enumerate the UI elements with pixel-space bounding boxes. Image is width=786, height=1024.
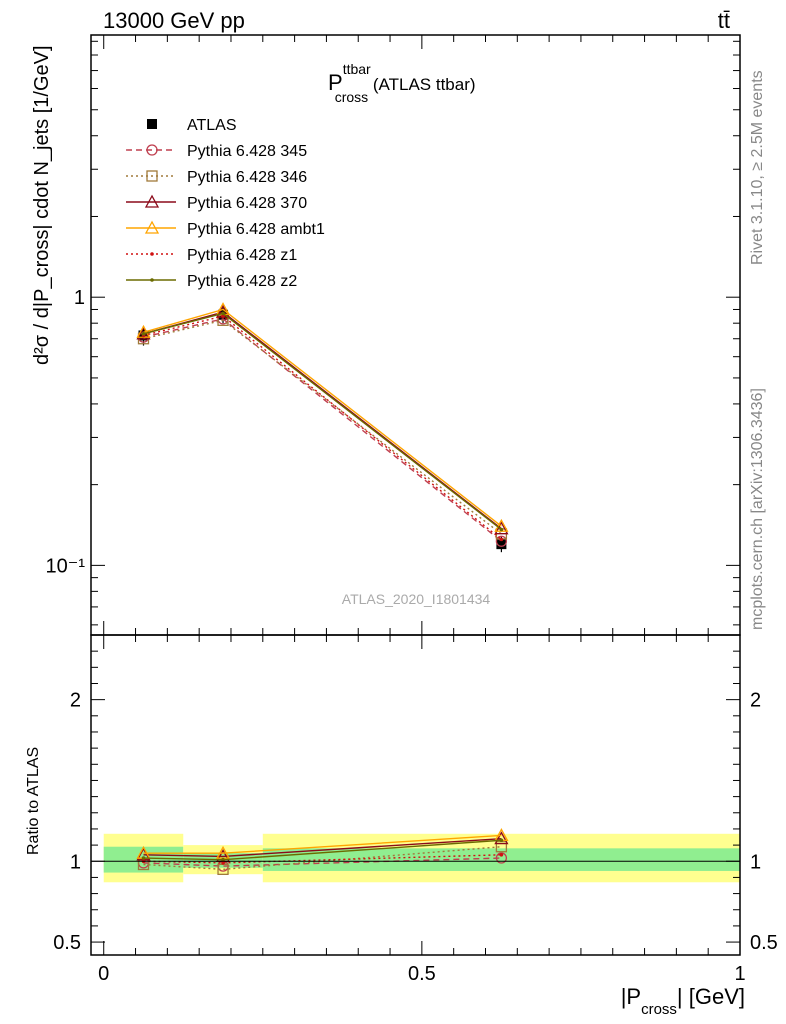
main-series-group xyxy=(136,302,509,553)
main-y-axis-label: d²σ / d|P_cross| cdot N_jets [1/GeV] xyxy=(31,45,53,365)
series-point-5 xyxy=(221,314,225,318)
y-tick-label: 10⁻¹ xyxy=(46,555,86,577)
mcplots-label: mcplots.cern.ch [arXiv:1306.3436] xyxy=(749,388,766,630)
legend-marker-0 xyxy=(147,119,157,129)
legend: ATLAS Pythia 6.428 345 Pythia 6.428 346 Pyt… xyxy=(126,117,325,290)
ratio-uncertainty-bands xyxy=(103,833,740,883)
header-left: 13000 GeV pp xyxy=(103,8,245,33)
ratio-point-5 xyxy=(499,838,504,843)
plot-title: Pttbar cross (ATLAS ttbar) xyxy=(328,61,476,105)
x-tick-label: 0.5 xyxy=(408,963,436,985)
legend-label-2: Pythia 6.428 346 xyxy=(187,169,307,186)
series-line-3 xyxy=(143,311,502,530)
ratio-panel: 0.5 1 2 0.5 1 2 0 0.5 1 Ratio to ATLAS |… xyxy=(25,634,778,1018)
series-line-5 xyxy=(143,315,502,540)
series-point-4 xyxy=(136,324,151,338)
ratio-band-green xyxy=(262,848,740,871)
series-point-1 xyxy=(495,535,508,547)
ratio-point-5 xyxy=(221,857,225,862)
series-point-5 xyxy=(499,537,504,542)
series-point-6 xyxy=(221,311,225,316)
ratio-y-tick-label: 1 xyxy=(70,851,81,873)
series-line-2 xyxy=(143,319,502,535)
legend-label-3: Pythia 6.428 370 xyxy=(187,195,307,212)
ratio-y-tick-label: 0.5 xyxy=(53,932,81,954)
legend-label-6: Pythia 6.428 z2 xyxy=(187,273,297,290)
legend-marker-6 xyxy=(150,278,154,282)
ratio-y-axis-label: Ratio to ATLAS xyxy=(25,747,42,855)
main-axis-ticks xyxy=(91,35,741,635)
ratio-y-tick-label-right: 2 xyxy=(750,690,761,712)
legend-marker-4 xyxy=(144,220,160,234)
rivet-label: Rivet 3.1.10, ≥ 2.5M events xyxy=(749,70,766,265)
y-tick-label: 1 xyxy=(74,287,85,309)
x-axis-label: |Pcross| [GeV] xyxy=(621,984,745,1018)
series-point-0 xyxy=(496,539,507,550)
series-line-1 xyxy=(143,318,502,542)
ratio-frame xyxy=(90,634,741,956)
ratio-point-5 xyxy=(141,856,146,860)
legend-label-0: ATLAS xyxy=(187,117,237,134)
legend-marker-3 xyxy=(144,194,160,208)
series-point-6 xyxy=(141,332,146,336)
ratio-point-4 xyxy=(499,852,504,857)
ratio-y-tick-label-right: 1 xyxy=(750,851,761,873)
legend-marker-2 xyxy=(146,170,158,182)
ratio-point-4 xyxy=(221,861,225,865)
analysis-watermark: ATLAS_2020_I1801434 xyxy=(342,591,491,607)
legend-label-5: Pythia 6.428 z1 xyxy=(187,247,297,264)
series-point-6 xyxy=(499,527,504,532)
ratio-line-3 xyxy=(143,834,502,854)
ratio-line-2 xyxy=(143,837,502,858)
x-tick-label: 1 xyxy=(734,963,745,985)
legend-marker-5 xyxy=(150,252,154,256)
legend-label-1: Pythia 6.428 345 xyxy=(187,143,307,160)
ratio-line-1 xyxy=(143,846,502,871)
legend-marker-1 xyxy=(146,144,158,156)
ratio-y-tick-label: 2 xyxy=(70,690,81,712)
ratio-point-2 xyxy=(494,831,509,845)
series-line-4 xyxy=(143,308,502,527)
ratio-axis-ticks xyxy=(91,635,741,955)
ratio-line-0 xyxy=(143,857,502,867)
legend-label-4: Pythia 6.428 ambt1 xyxy=(187,221,325,238)
header-right: tt̄ xyxy=(718,8,730,33)
ratio-y-tick-label-right: 0.5 xyxy=(750,932,778,954)
series-point-3 xyxy=(494,521,509,535)
main-panel: 10⁻¹ 1 Pttbar cross (ATLAS ttbar) ATLAS Py… xyxy=(31,34,741,636)
ratio-series-group xyxy=(136,828,509,875)
x-tick-label: 0 xyxy=(98,963,109,985)
ratio-line-4 xyxy=(143,854,502,864)
